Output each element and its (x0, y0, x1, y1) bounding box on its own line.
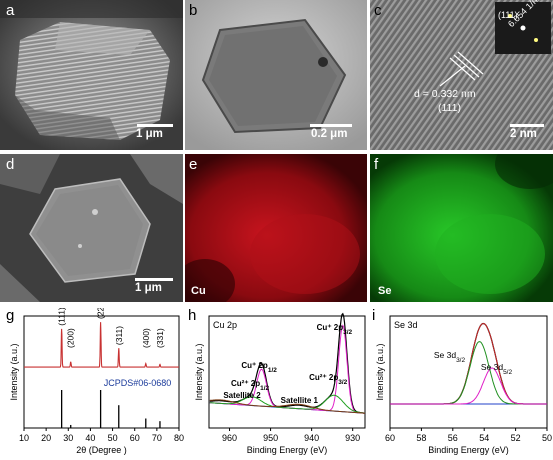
panel-b-tem-image: b 0.2 μm (185, 0, 367, 150)
sem-image-d (0, 154, 183, 302)
x-tick-label: 930 (345, 433, 360, 443)
eds-map-se (370, 154, 553, 302)
reference-label: JCPDS#06-0680 (104, 378, 172, 388)
x-tick-label: 52 (511, 433, 521, 443)
scale-bar-c (510, 124, 544, 127)
fit-component-line (390, 322, 547, 405)
fit-component-line (390, 322, 547, 405)
x-tick-label: 950 (263, 433, 278, 443)
peak-annotation: Se 3d3/2 (434, 350, 466, 364)
panel-label-i: i (372, 307, 376, 324)
panel-label-b: b (189, 2, 198, 19)
fft-plane-label: (111) (498, 10, 518, 20)
peak-annotation: Satellite 1 (281, 396, 319, 405)
x-tick-label: 10 (19, 433, 29, 443)
plot-frame (389, 315, 548, 429)
scale-bar-label-b: 0.2 μm (311, 128, 348, 140)
x-tick-label: 58 (416, 433, 426, 443)
xrd-chart: 10 20 30 40 50 60 70 80 2θ (Degree ) Intensity (a… (9, 308, 184, 455)
peak-annotation: Cu²⁺ 2p1/2 (231, 379, 270, 392)
fit-component-line (390, 341, 547, 405)
panel-a-sem-image: a 1 μm (0, 0, 183, 150)
element-label-cu: Cu (191, 285, 206, 297)
panel-c-hrtem-image: c (111) 6.054 1/nm d = 0.332 nm (111) 2 … (370, 0, 553, 150)
x-tick-label: 60 (130, 433, 140, 443)
panel-label-a: a (6, 2, 15, 19)
y-axis-label: Intensity (a.u.) (194, 343, 204, 400)
eds-map-cu (185, 154, 367, 302)
xps-se-chart: 60 58 56 54 52 50 Binding Energy (eV) Intensity… (375, 315, 552, 455)
tem-image-b (185, 0, 367, 150)
plot-frame (208, 315, 366, 429)
xps-cu-chart: 960 950 940 930 Binding Energy (eV) Intensity… (194, 312, 366, 455)
fit-component-line (390, 367, 547, 405)
x-axis-label: Binding Energy (eV) (247, 445, 328, 455)
x-tick-label: 40 (85, 433, 95, 443)
xrd-peak-label: (311) (114, 326, 124, 345)
scale-bar-b (310, 124, 352, 127)
xrd-peak-label: (200) (66, 328, 76, 348)
xrd-peak-label: (400) (141, 328, 151, 348)
x-tick-label: 30 (63, 433, 73, 443)
xrd-peak-label: (220) (96, 308, 106, 319)
lattice-plane-label: (111) (438, 102, 461, 114)
panel-label-e: e (189, 156, 198, 173)
panel-d-sem-image: d 1 μm (0, 154, 183, 302)
x-tick-label: 56 (448, 433, 458, 443)
panel-label-h: h (188, 307, 197, 324)
panel-label-f: f (374, 156, 379, 173)
peak-annotation: Satellite 2 (223, 391, 261, 400)
x-axis-label: Binding Energy (eV) (428, 445, 509, 455)
scale-bar-label-d: 1 μm (135, 282, 162, 294)
x-tick-label: 54 (479, 433, 489, 443)
chart-title: Cu 2p (213, 320, 237, 330)
x-tick-label: 80 (174, 433, 184, 443)
x-tick-label: 50 (542, 433, 552, 443)
y-axis-label: Intensity (a.u.) (375, 343, 385, 400)
xrd-peak-label: (111) (57, 308, 67, 326)
xrd-pattern-line (24, 322, 179, 368)
plot-frame (23, 315, 180, 429)
peak-annotation: Cu⁺ 2p3/2 (317, 323, 353, 336)
chart-title: Se 3d (394, 320, 418, 330)
d-spacing-label: d = 0.332 nm (414, 88, 476, 100)
panel-label-d: d (6, 156, 15, 173)
scale-bar-a (137, 124, 173, 127)
panel-e-cu-map: e Cu (185, 154, 367, 302)
fit-component-line (209, 399, 366, 414)
panel-label-g: g (6, 307, 15, 324)
xrd-peak-label: (331) (155, 328, 165, 348)
sem-image-a (0, 0, 183, 150)
panel-f-se-map: f Se (370, 154, 553, 302)
peak-annotation: Cu²⁺ 2p3/2 (309, 373, 348, 386)
x-tick-label: 50 (108, 433, 118, 443)
scale-bar-label-a: 1 μm (136, 128, 163, 140)
element-label-se: Se (378, 285, 392, 297)
x-tick-label: 60 (385, 433, 395, 443)
scale-bar-d (135, 278, 173, 281)
scale-bar-label-c: 2 nm (510, 128, 537, 140)
panel-label-c: c (374, 2, 382, 19)
x-tick-label: 940 (304, 433, 319, 443)
x-tick-label: 70 (152, 433, 162, 443)
fit-component-line (209, 312, 366, 414)
x-tick-label: 20 (41, 433, 51, 443)
x-tick-label: 960 (222, 433, 237, 443)
y-axis-label: Intensity (a.u.) (9, 343, 19, 400)
x-axis-label: 2θ (Degree ) (76, 445, 127, 455)
